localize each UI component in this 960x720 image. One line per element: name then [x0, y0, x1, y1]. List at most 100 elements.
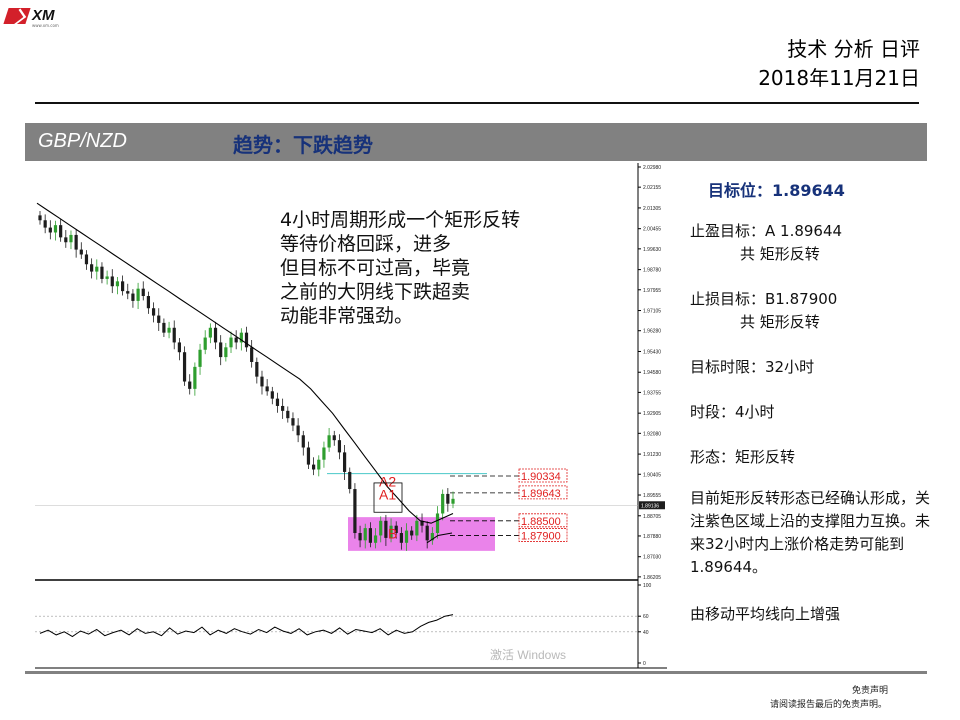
candle-body: [394, 525, 398, 534]
candle-body: [43, 220, 47, 228]
candle-body: [368, 528, 372, 543]
y-tick-label: 1.89555: [643, 493, 661, 499]
candle-body: [126, 291, 130, 294]
y-tick-label: 1.92905: [643, 411, 661, 417]
candle-body: [420, 520, 424, 526]
candle-body: [193, 366, 197, 389]
xm-logo-mark-icon: [3, 8, 31, 24]
candle-body: [136, 288, 140, 301]
y-tick-label: 1.93755: [643, 390, 661, 396]
candle-body: [312, 464, 316, 470]
time-limit: 目标时限：32小时: [690, 358, 815, 376]
candle-body: [317, 459, 321, 470]
candle-body: [451, 498, 455, 504]
candle-body: [38, 215, 42, 221]
header-divider: [35, 102, 919, 104]
candle-body: [332, 435, 336, 441]
candle-body: [286, 410, 290, 419]
candle-body: [410, 530, 414, 536]
level-label-box: [518, 513, 568, 528]
candle-body: [53, 225, 58, 233]
target-level: 目标位：1.89644: [708, 181, 845, 200]
report-title: 技术 分析 日评: [787, 37, 920, 61]
candle-body: [167, 327, 171, 333]
candle-body: [213, 327, 218, 343]
y-tick-label: 1.95430: [643, 349, 661, 355]
candle-body: [229, 337, 233, 348]
level-label: 1.87900: [521, 530, 561, 542]
level-label-box: [518, 528, 568, 542]
oscillator-line: [39, 614, 454, 638]
candle-body: [64, 237, 68, 243]
y-tick-label: 1.86205: [643, 575, 661, 581]
candle-body: [435, 513, 440, 534]
candle-body: [446, 493, 450, 504]
candle-body: [177, 342, 181, 353]
candle-body: [208, 327, 212, 338]
candle-body: [48, 227, 52, 233]
pattern: 形态：矩形反转: [690, 448, 796, 466]
candle-body: [151, 308, 156, 316]
candle-body: [306, 447, 311, 465]
candle-body: [363, 528, 367, 541]
candle-body: [301, 435, 305, 448]
candle-body: [182, 352, 187, 382]
ma-note: 由移动平均线向上增强: [690, 605, 841, 623]
a-marker-box: [373, 482, 403, 513]
point-label-a2: A2: [379, 474, 396, 490]
y-tick-label: 1.87030: [643, 555, 661, 561]
analysis-description: 目前矩形反转形态已经确认形成，关注紫色区域上沿的支撑阻力互换。未来32小时内上涨…: [690, 489, 931, 576]
osc-tick-label: 0: [643, 661, 646, 667]
y-tick-label: 1.96280: [643, 329, 661, 335]
y-tick-label: 2.01305: [643, 206, 661, 212]
candle-body: [255, 361, 259, 377]
y-tick-label: 1.99630: [643, 247, 661, 253]
candle-body: [265, 386, 269, 392]
candle-body: [239, 332, 243, 343]
note-line-4: 之前的大阴线下跌超卖: [280, 281, 471, 303]
footer-divider: [25, 671, 927, 674]
take-profit-line: 止盈目标：A 1.89644: [690, 222, 843, 240]
candle-body: [84, 254, 89, 265]
y-tick-label: 1.90405: [643, 472, 661, 478]
pair-band: GBP/NZD 趋势：下跌趋势: [25, 123, 927, 161]
analysis-note: 4小时周期形成一个矩形反转 等待价格回踩，进多 但目标不可过高，毕竟 之前的大阴…: [280, 208, 520, 328]
disclaimer-title: 免责声明: [852, 686, 889, 696]
candle-body: [141, 288, 145, 297]
disclaimer-text: 请阅读报告最后的免责声明。: [770, 700, 888, 710]
candle-body: [131, 293, 135, 301]
level-label: 1.90334: [521, 471, 561, 483]
candle-body: [121, 281, 125, 292]
candle-body: [260, 376, 264, 387]
note-line-1: 4小时周期形成一个矩形反转: [280, 209, 521, 231]
candle-body: [198, 349, 202, 367]
candle-body: [291, 418, 295, 426]
xm-logo-text: XM: [32, 7, 55, 24]
candle-body: [415, 520, 419, 536]
xm-logo-subtext: www.xm.com: [32, 23, 59, 28]
candle-body: [348, 471, 352, 490]
candle-body: [234, 337, 238, 343]
candle-body: [430, 533, 434, 541]
osc-tick-label: 100: [643, 583, 652, 589]
chart-background: [35, 163, 667, 673]
candle-body: [146, 296, 151, 309]
candle-body: [275, 398, 280, 406]
candle-body: [296, 425, 300, 436]
candle-body: [337, 440, 342, 453]
y-tick-label: 1.87880: [643, 534, 661, 540]
price-chart: 2.02980 2.02155 2.01305 2.00455 1.99630 1.987…: [35, 163, 667, 673]
y-tick-label: 1.97105: [643, 309, 661, 315]
timeframe: 时段：4小时: [690, 403, 775, 421]
xm-logo: XM www.xm.com: [3, 6, 76, 28]
candle-body: [353, 489, 357, 534]
chart-svg: 2.02980 2.02155 2.01305 2.00455 1.99630 1.987…: [35, 163, 667, 673]
candle-body: [327, 435, 331, 448]
y-tick-label: 2.00455: [643, 227, 661, 233]
candle-body: [342, 452, 347, 472]
current-price-label: 1.89136: [641, 503, 659, 509]
level-label: 1.88500: [521, 516, 561, 528]
report-date: 2018年11月21日: [758, 66, 920, 90]
osc-tick-label: 40: [643, 630, 649, 636]
candle-body: [100, 266, 104, 279]
